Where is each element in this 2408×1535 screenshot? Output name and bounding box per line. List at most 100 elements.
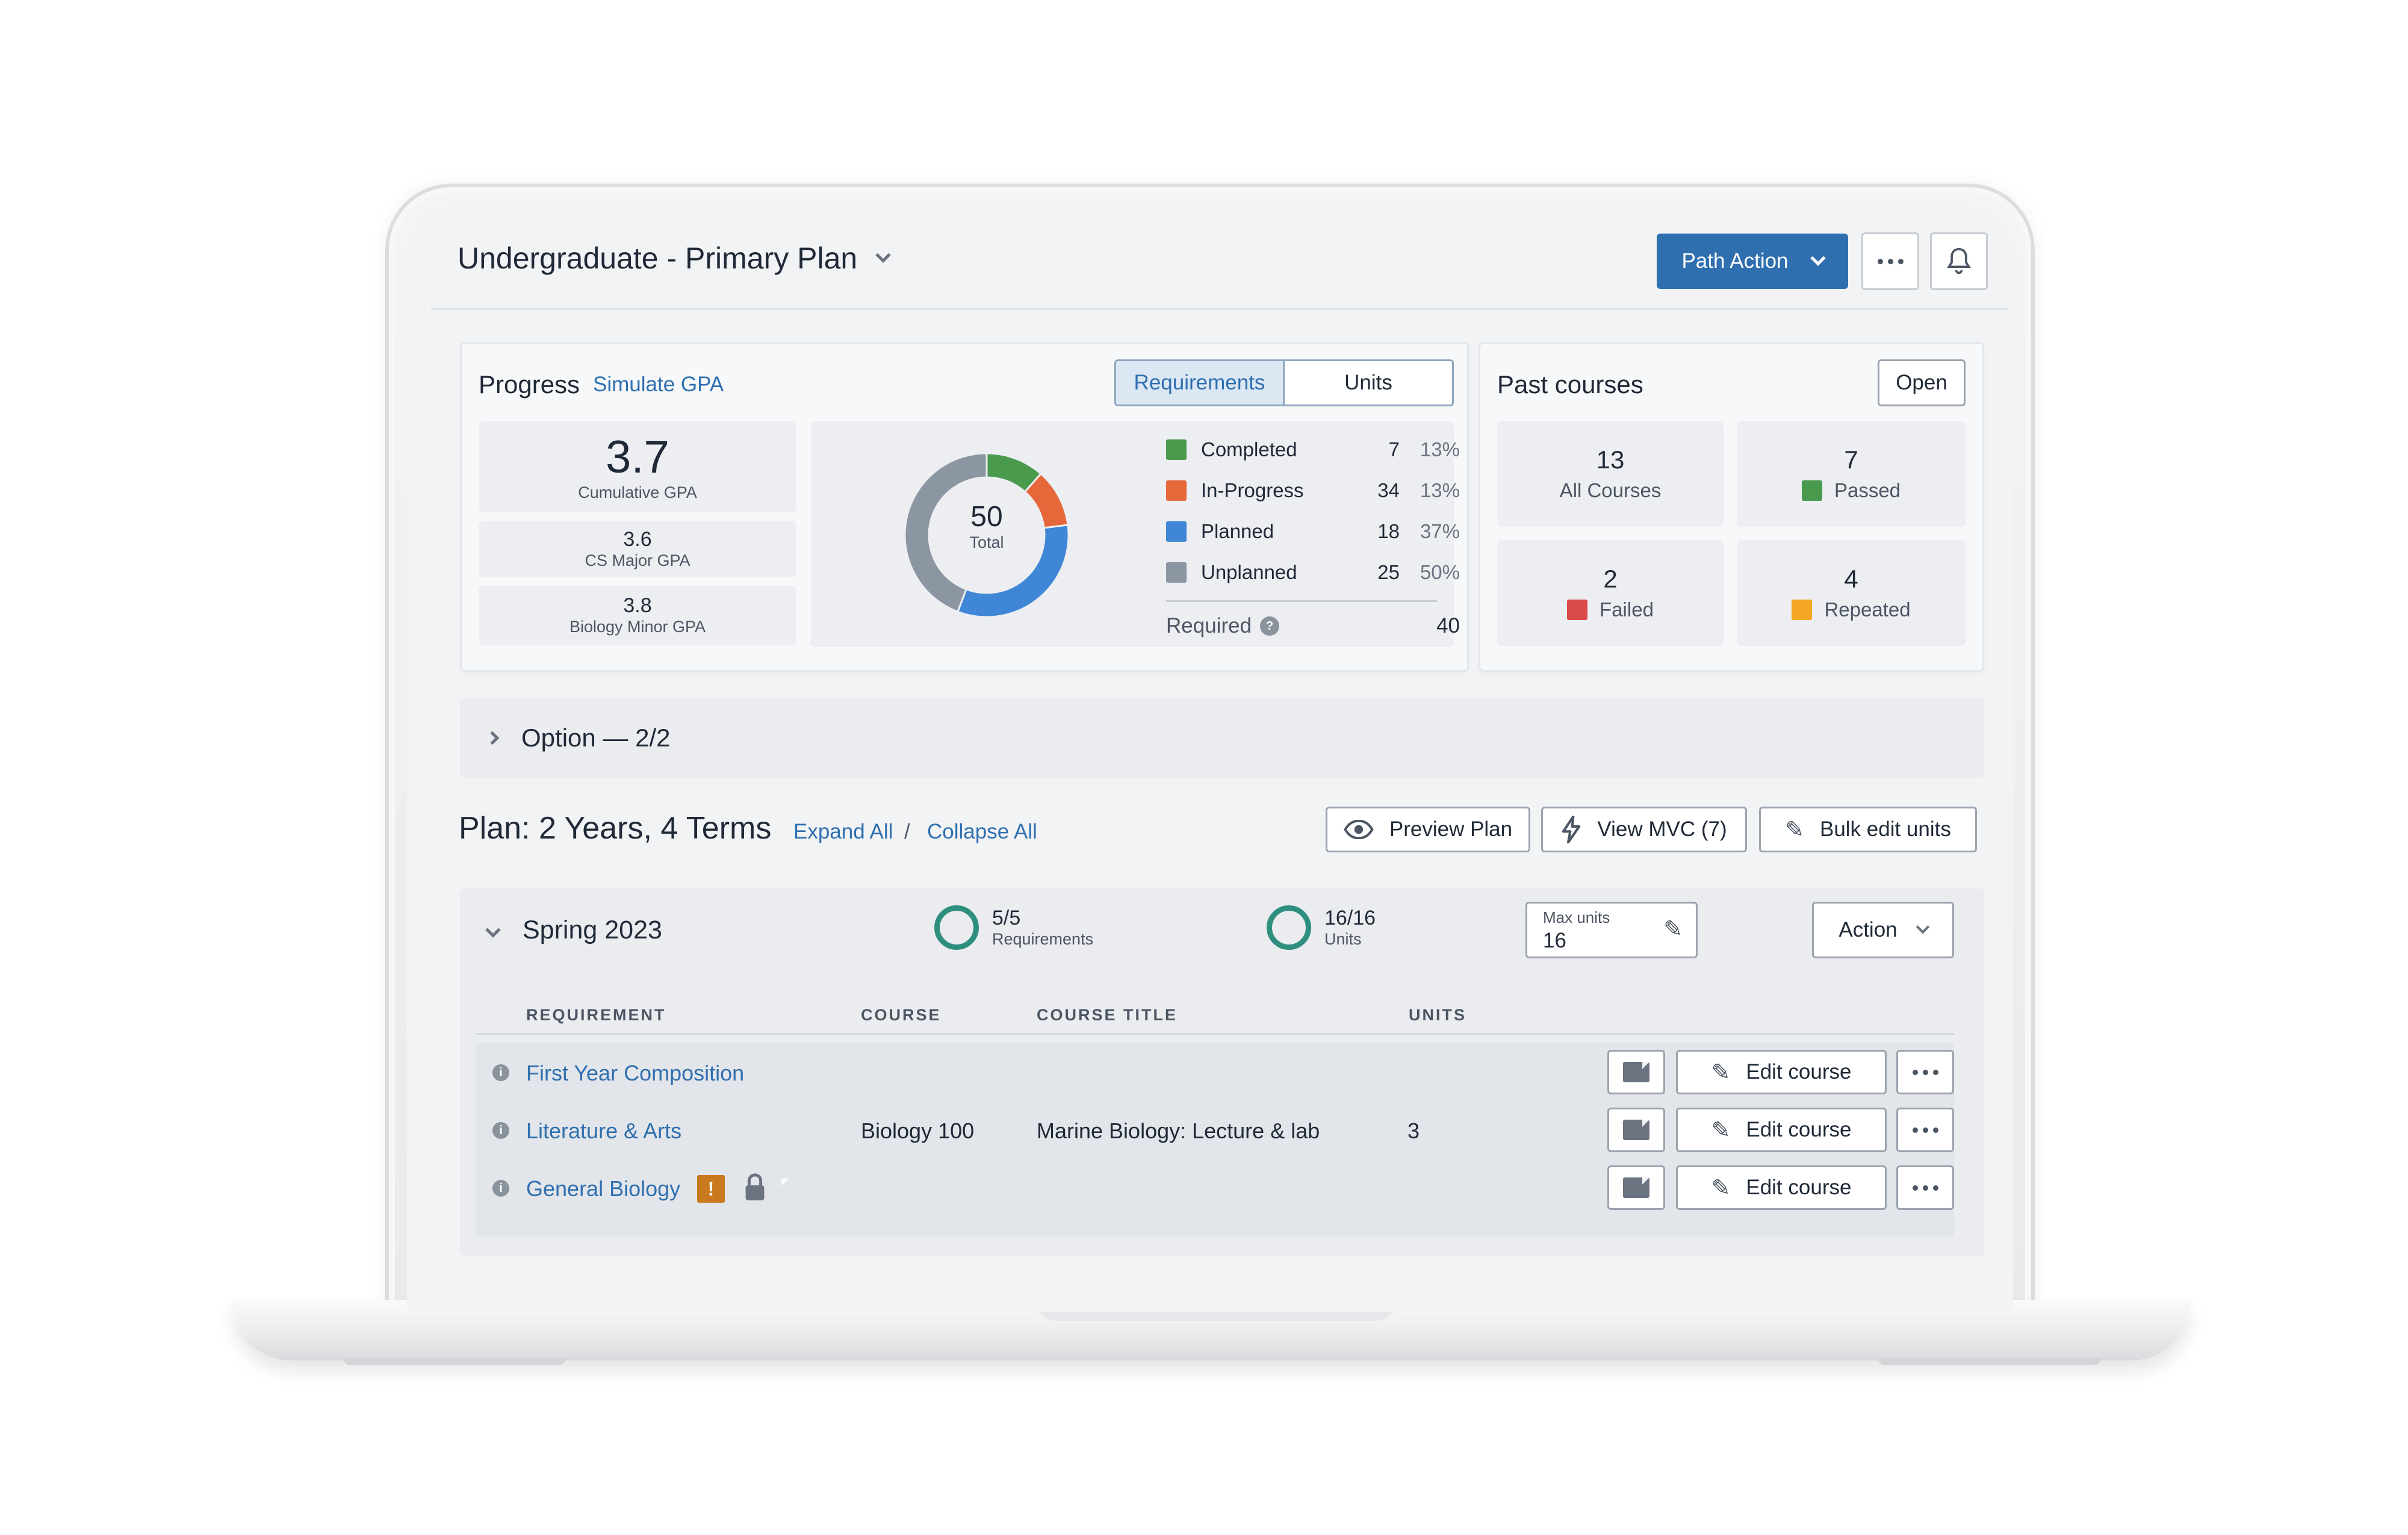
help-icon[interactable]: ? [1260, 616, 1280, 636]
legend-swatch [1166, 439, 1187, 460]
chevron-down-icon [1810, 250, 1826, 266]
lock-icon [745, 1173, 765, 1201]
max-units-field[interactable]: Max units 16 ✎ [1525, 902, 1698, 958]
legend-count: 7 [1388, 438, 1400, 460]
donut-center: 50 Total [901, 500, 1072, 552]
progress-card: Progress Simulate GPA Requirements Units… [460, 342, 1469, 672]
term-action-button[interactable]: Action [1812, 902, 1954, 958]
stat-value: 2 [1603, 565, 1618, 593]
notes-button[interactable] [1607, 1165, 1665, 1210]
note-icon [1623, 1062, 1649, 1082]
laptop-foot-left [343, 1358, 566, 1365]
notifications-button[interactable] [1930, 232, 1988, 290]
edit-course-label: Edit course [1746, 1060, 1852, 1084]
table-row: i General Biology ! ✎ Edit course [476, 1159, 1954, 1217]
more-icon [1912, 1185, 1938, 1191]
bulk-edit-label: Bulk edit units [1819, 817, 1951, 841]
stat-repeated: 4 Repeated [1737, 540, 1966, 646]
view-mvc-label: View MVC (7) [1597, 817, 1727, 841]
row-more-button[interactable] [1896, 1108, 1954, 1152]
view-mvc-button[interactable]: View MVC (7) [1541, 807, 1747, 852]
legend-pct: 37% [1420, 520, 1460, 542]
warning-icon[interactable]: ! [697, 1175, 725, 1203]
notes-button[interactable] [1607, 1108, 1665, 1152]
table-header-divider [476, 1033, 1954, 1035]
term-header[interactable]: Spring 2023 [460, 888, 1984, 972]
bell-icon [1947, 247, 1971, 274]
view-toggle: Requirements Units [1114, 359, 1454, 406]
pencil-icon[interactable]: ✎ [1663, 917, 1683, 942]
required-row: Required ? 40 [1166, 612, 1460, 640]
chevron-down-icon [1916, 920, 1929, 934]
stat-value: 13 [1596, 445, 1625, 474]
legend-label: In-Progress [1201, 479, 1304, 501]
required-label: Required [1166, 614, 1252, 637]
past-courses-card: Past courses Open 13 All Courses 7 Passe… [1479, 342, 1984, 672]
requirement-link[interactable]: First Year Composition [526, 1061, 745, 1085]
edit-course-button[interactable]: ✎ Edit course [1676, 1108, 1887, 1152]
legend-count: 18 [1377, 520, 1400, 542]
requirement-link[interactable]: General Biology [526, 1176, 681, 1201]
notes-button[interactable] [1607, 1050, 1665, 1094]
row-more-button[interactable] [1896, 1050, 1954, 1094]
path-action-label: Path Action [1681, 249, 1789, 273]
column-header-course: COURSE [861, 1006, 942, 1024]
pencil-icon: ✎ [1711, 1175, 1731, 1201]
term-name: Spring 2023 [523, 915, 662, 944]
row-more-button[interactable] [1896, 1165, 1954, 1210]
legend-swatch [1166, 562, 1187, 583]
stat-value: 7 [1844, 445, 1858, 474]
pencil-icon: ✎ [1711, 1059, 1731, 1085]
plan-title: Plan: 2 Years, 4 Terms [459, 811, 772, 846]
preview-plan-button[interactable]: Preview Plan [1326, 807, 1530, 852]
stat-failed: 2 Failed [1497, 540, 1724, 646]
gpa-tile-cumulative: 3.7 Cumulative GPA [479, 421, 796, 512]
open-past-courses-button[interactable]: Open [1878, 359, 1966, 406]
stat-label: Repeated [1824, 598, 1911, 621]
expand-all-link[interactable]: Expand All [793, 820, 893, 843]
info-icon[interactable]: i [492, 1122, 509, 1139]
repeated-swatch [1792, 600, 1813, 620]
more-icon [1912, 1127, 1938, 1133]
legend-item: In-Progress 34 13% [1166, 470, 1460, 511]
donut-total-label: Total [969, 533, 1004, 551]
requirements-donut-chart [904, 452, 1070, 618]
simulate-gpa-link[interactable]: Simulate GPA [593, 373, 724, 396]
tab-units[interactable]: Units [1285, 361, 1452, 405]
required-value: 40 [1436, 614, 1460, 637]
lightning-icon [1562, 816, 1581, 843]
edit-course-label: Edit course [1746, 1176, 1852, 1199]
legend-count: 34 [1377, 479, 1400, 501]
info-icon[interactable]: i [492, 1180, 509, 1197]
column-header-requirement: REQUIREMENT [526, 1006, 666, 1024]
plan-selector[interactable]: Undergraduate - Primary Plan [458, 241, 891, 276]
app-screen: Undergraduate - Primary Plan Path Action… [407, 205, 2013, 1312]
progress-title: Progress [479, 370, 580, 398]
edit-course-button[interactable]: ✎ Edit course [1676, 1165, 1887, 1210]
more-button[interactable] [1861, 232, 1919, 290]
failed-swatch [1567, 600, 1588, 620]
legend: Completed 7 13% In-Progress 34 13% Plann… [1166, 429, 1460, 640]
legend-pct: 13% [1420, 479, 1460, 501]
donut-total: 50 [970, 501, 1003, 533]
stat-value: 4 [1844, 565, 1858, 593]
course-title-cell: Marine Biology: Lecture & lab [1037, 1118, 1320, 1143]
requirement-link[interactable]: Literature & Arts [526, 1118, 682, 1143]
gpa-value: 3.6 [623, 528, 652, 551]
course-table: i First Year Composition ✎ Edit course i… [476, 1043, 1954, 1236]
gpa-label: Cumulative GPA [578, 483, 697, 501]
path-action-button[interactable]: Path Action [1657, 234, 1848, 289]
legend-item: Planned 18 37% [1166, 511, 1460, 552]
edit-course-button[interactable]: ✎ Edit course [1676, 1050, 1887, 1094]
units-value: 16/16 [1324, 907, 1376, 929]
tab-requirements[interactable]: Requirements [1116, 361, 1285, 405]
legend-label: Planned [1201, 520, 1274, 542]
info-icon[interactable]: i [492, 1064, 509, 1081]
course-cell: Biology 100 [861, 1118, 975, 1143]
legend-item: Completed 7 13% [1166, 429, 1460, 470]
collapse-all-link[interactable]: Collapse All [927, 820, 1037, 843]
requirements-progress-ring [934, 905, 979, 950]
option-section[interactable]: Option — 2/2 [460, 698, 1984, 778]
table-row: i Literature & Arts Biology 100 Marine B… [476, 1102, 1954, 1159]
bulk-edit-units-button[interactable]: ✎ Bulk edit units [1759, 807, 1977, 852]
